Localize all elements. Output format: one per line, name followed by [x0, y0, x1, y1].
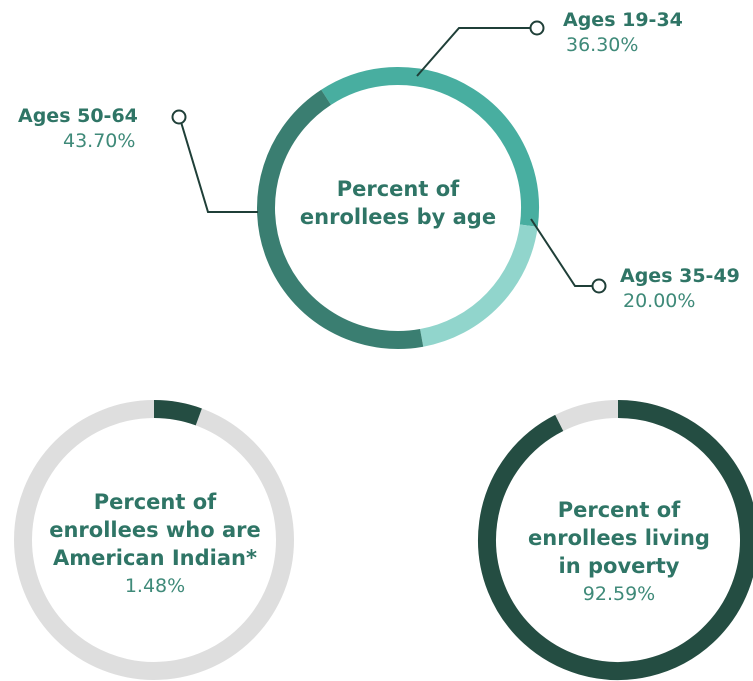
legend-label-ages-35-49: Ages 35-49 [620, 265, 740, 287]
poverty-chart-title: Percent of enrollees living in poverty 9… [508, 496, 730, 608]
data-label-ages-50-64: 43.70% [63, 130, 136, 152]
legend-label-ages-50-64: Ages 50-64 [18, 105, 138, 127]
leader-ages-19-34 [416, 27, 531, 77]
poverty-donut [478, 400, 753, 680]
data-label-ages-35-49: 20.00% [623, 290, 696, 312]
slice-ages-50-64 [257, 89, 424, 349]
pov-title-line-1: Percent of [557, 498, 681, 522]
american-indian-chart-title: Percent of enrollees who are American In… [20, 488, 290, 600]
american-indian-donut [14, 400, 294, 680]
slice-ages-35-49 [419, 224, 538, 347]
american-indian-value: 1.48% [124, 575, 186, 597]
age-title-line-1: Percent of [336, 177, 460, 201]
leader-dot-ages-50-64 [171, 109, 187, 125]
age-chart-title: Percent of enrollees by age [285, 175, 511, 231]
poverty-slice [478, 400, 753, 680]
pov-title-line-2: enrollees living [528, 526, 710, 550]
ai-title-line-2: enrollees who are [49, 518, 261, 542]
age-title-line-2: enrollees by age [299, 205, 497, 229]
leader-dot-ages-19-34 [529, 20, 545, 36]
poverty-value: 92.59% [582, 583, 656, 605]
leader-ages-35-49 [530, 218, 593, 287]
age-donut [257, 67, 539, 349]
slice-ages-19-34 [321, 67, 539, 227]
leader-ages-50-64 [180, 121, 258, 213]
ai-title-line-3: American Indian* [53, 546, 257, 570]
callout-leaders [171, 20, 607, 294]
callout-ages-50-64: Ages 50-64 43.70% [18, 104, 148, 154]
ai-title-line-1: Percent of [93, 490, 217, 514]
pov-title-line-3: in poverty [558, 554, 680, 578]
data-label-ages-19-34: 36.30% [566, 34, 639, 56]
callout-ages-35-49: Ages 35-49 20.00% [620, 264, 753, 314]
legend-label-ages-19-34: Ages 19-34 [563, 9, 683, 31]
leader-dot-ages-35-49 [591, 278, 607, 294]
american-indian-slice [153, 400, 202, 426]
callout-ages-19-34: Ages 19-34 36.30% [563, 8, 683, 58]
